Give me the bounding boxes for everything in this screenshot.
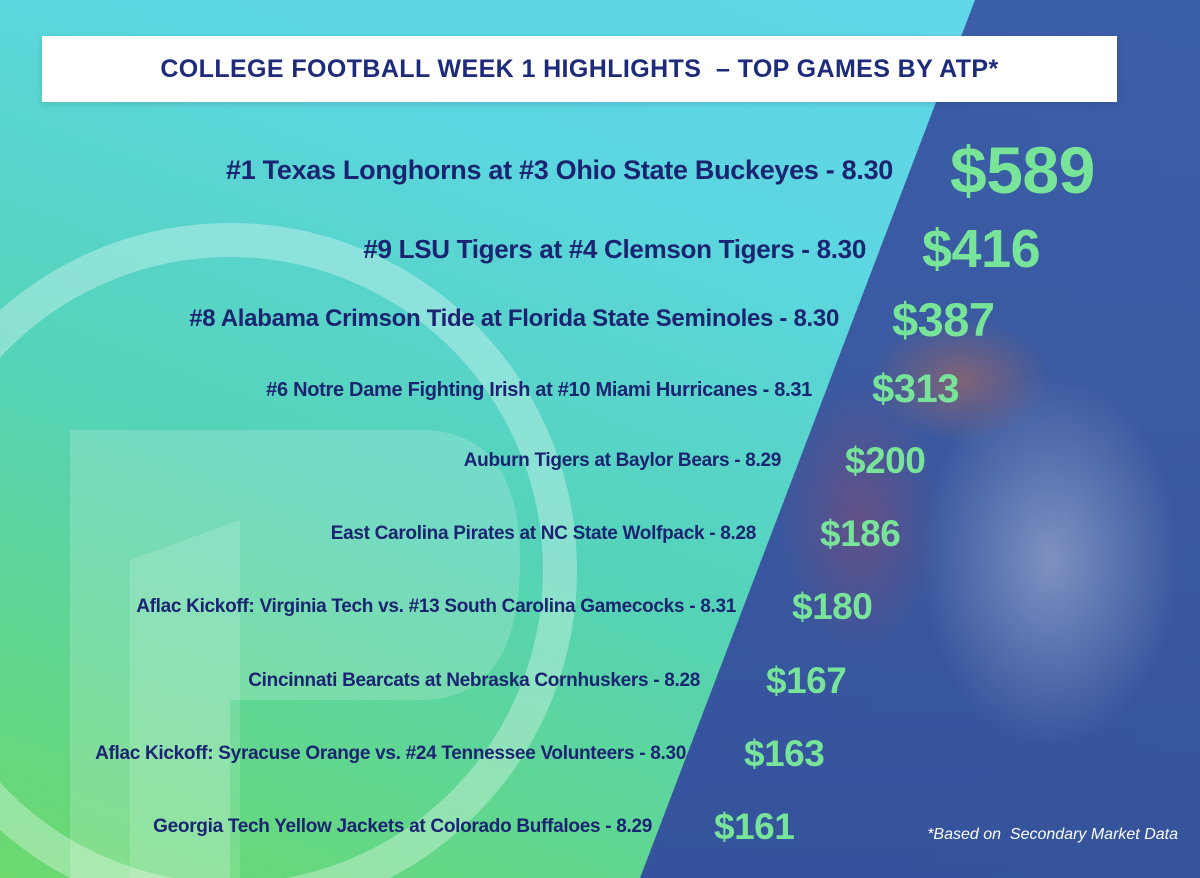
game-row: East Carolina Pirates at NC State Wolfpa…: [0, 505, 1200, 565]
game-row: Cincinnati Bearcats at Nebraska Cornhusk…: [0, 652, 1200, 712]
game-price: $416: [922, 218, 1041, 279]
game-price: $200: [845, 439, 926, 481]
game-label: #6 Notre Dame Fighting Irish at #10 Miam…: [266, 378, 812, 401]
game-label: #8 Alabama Crimson Tide at Florida State…: [189, 305, 839, 333]
game-label: Georgia Tech Yellow Jackets at Colorado …: [153, 816, 652, 838]
game-price: $167: [766, 659, 847, 701]
game-row: #1 Texas Longhorns at #3 Ohio State Buck…: [0, 133, 1200, 207]
game-row: #9 LSU Tigers at #4 Clemson Tigers - 8.3…: [0, 218, 1200, 280]
game-label: Cincinnati Bearcats at Nebraska Cornhusk…: [248, 670, 700, 692]
game-price: $186: [820, 512, 901, 554]
game-row: #6 Notre Dame Fighting Irish at #10 Miam…: [0, 361, 1200, 421]
game-price: $180: [792, 585, 873, 627]
game-label: East Carolina Pirates at NC State Wolfpa…: [330, 523, 757, 545]
game-label: #9 LSU Tigers at #4 Clemson Tigers - 8.3…: [363, 233, 866, 264]
game-price: $161: [714, 805, 795, 847]
game-label: Aflac Kickoff: Syracuse Orange vs. #24 T…: [95, 743, 686, 765]
game-row: #8 Alabama Crimson Tide at Florida State…: [0, 290, 1200, 350]
game-label: Aflac Kickoff: Virginia Tech vs. #13 Sou…: [136, 596, 736, 618]
game-row: Aflac Kickoff: Syracuse Orange vs. #24 T…: [0, 725, 1200, 785]
game-row: Auburn Tigers at Baylor Bears - 8.29 $20…: [0, 432, 1200, 492]
game-price: $589: [950, 133, 1095, 208]
game-price: $387: [892, 292, 995, 346]
game-row: Aflac Kickoff: Virginia Tech vs. #13 Sou…: [0, 578, 1200, 638]
game-label: #1 Texas Longhorns at #3 Ohio State Buck…: [226, 155, 893, 186]
game-label: Auburn Tigers at Baylor Bears - 8.29: [463, 450, 782, 472]
game-row: Georgia Tech Yellow Jackets at Colorado …: [0, 798, 1200, 858]
title-banner: COLLEGE FOOTBALL WEEK 1 HIGHLIGHTS – TOP…: [42, 36, 1117, 102]
game-price: $163: [744, 732, 825, 774]
page-title: COLLEGE FOOTBALL WEEK 1 HIGHLIGHTS – TOP…: [160, 54, 999, 83]
game-price: $313: [872, 367, 959, 411]
footnote: *Based on Secondary Market Data: [927, 826, 1178, 843]
